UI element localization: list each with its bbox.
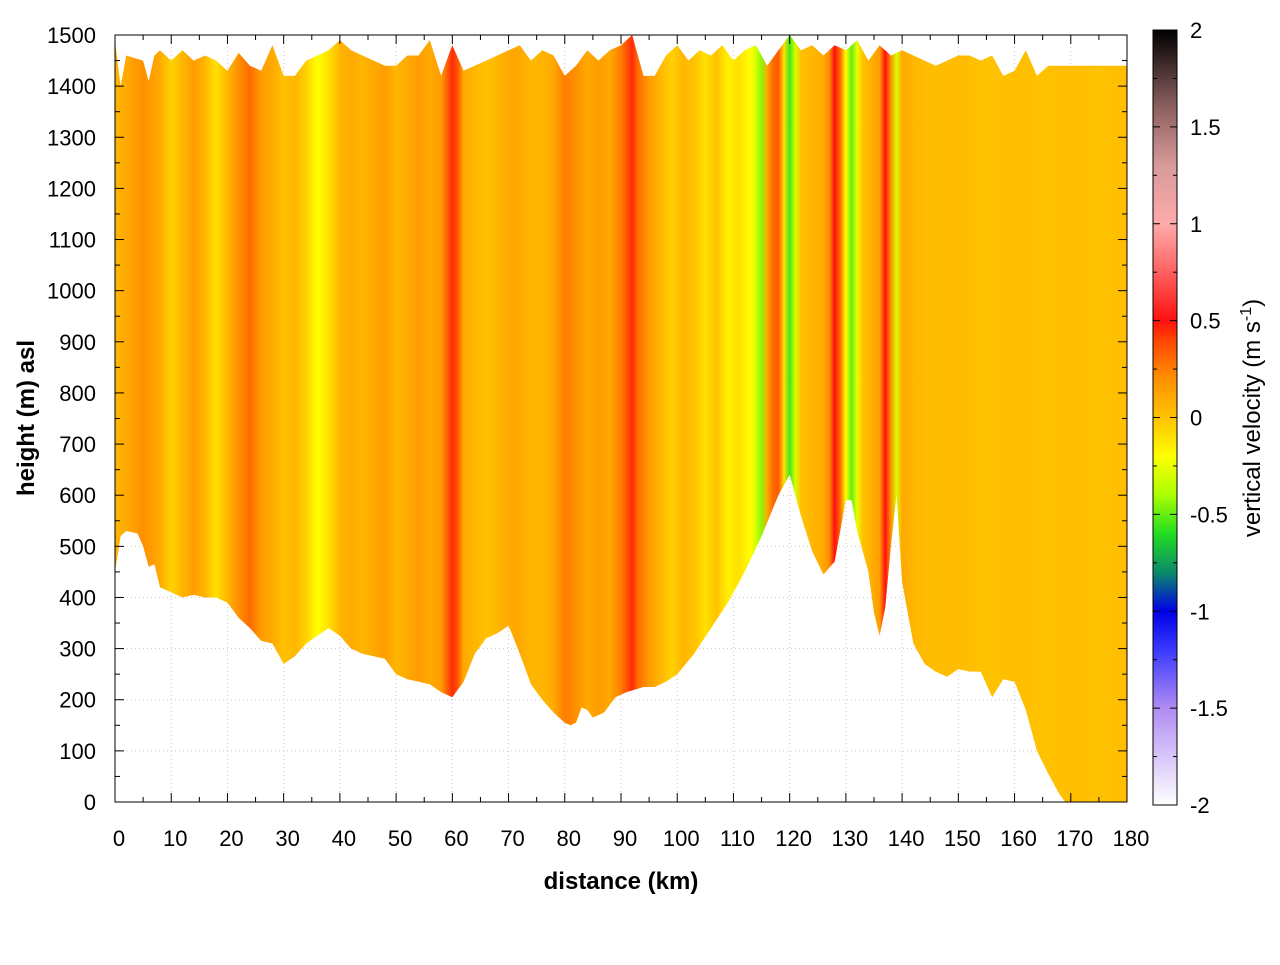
colorbar-tick-labels: 2 1.5 1 0.5 0 -0.5 -1 -1.5 -2 (1190, 18, 1228, 818)
y-tick-label: 400 (59, 585, 96, 610)
x-tick-label: 60 (444, 826, 468, 851)
x-tick-label: 20 (219, 826, 243, 851)
x-tick-label: 170 (1056, 826, 1093, 851)
x-tick-label: 130 (832, 826, 869, 851)
colorbar-title-close: ) (1239, 299, 1266, 307)
x-axis-title: distance (km) (544, 868, 699, 895)
colorbar-tick-label: -0.5 (1190, 502, 1228, 527)
colorbar-tick-label: -2 (1190, 793, 1210, 818)
y-tick-label: 200 (59, 688, 96, 713)
colorbar-tick-label: 1.5 (1190, 115, 1221, 140)
x-tick-labels: 0 10 20 30 40 50 60 70 80 90 100 110 120 130 140 150 160… (113, 826, 1149, 851)
x-tick-label: 120 (775, 826, 812, 851)
y-axis-title: height (m) asl (13, 340, 40, 496)
colorbar-tick-label: -1.5 (1190, 696, 1228, 721)
x-tick-label: 100 (663, 826, 700, 851)
y-tick-label: 100 (59, 739, 96, 764)
x-tick-label: 180 (1113, 826, 1150, 851)
x-tick-label: 150 (944, 826, 981, 851)
colorbar-tick-label: 1 (1190, 212, 1202, 237)
x-tick-label: 0 (113, 826, 125, 851)
y-tick-label: 1300 (47, 125, 96, 150)
x-tick-label: 40 (332, 826, 356, 851)
x-tick-label: 50 (388, 826, 412, 851)
colorbar-tick-label: 0 (1190, 406, 1202, 431)
x-tick-label: 80 (557, 826, 581, 851)
x-tick-label: 110 (720, 826, 755, 851)
x-tick-label: 10 (163, 826, 187, 851)
x-tick-label: 160 (1000, 826, 1037, 851)
colorbar-tick-label: 2 (1190, 18, 1202, 43)
velocity-field (115, 35, 1127, 802)
colorbar-tick-label: 0.5 (1190, 309, 1221, 334)
plot-frame (114, 34, 1128, 803)
colorbar-ticks (1153, 29, 1177, 806)
colorbar-title-main: vertical velocity (m s (1239, 321, 1266, 537)
y-tick-label: 700 (59, 432, 96, 457)
y-tick-label: 800 (59, 381, 96, 406)
colorbar-tick-label: -1 (1190, 599, 1210, 624)
y-tick-label: 1000 (47, 279, 96, 304)
y-tick-label: 0 (84, 790, 96, 815)
y-tick-label: 600 (59, 483, 96, 508)
y-tick-label: 1400 (47, 74, 96, 99)
y-tick-label: 900 (59, 330, 96, 355)
colorbar-title: vertical velocity (m s-1) (1238, 299, 1266, 537)
axis-ticks (114, 34, 1128, 803)
x-tick-label: 140 (888, 826, 925, 851)
colorbar-title-superscript: -1 (1238, 307, 1255, 321)
x-tick-label: 90 (613, 826, 637, 851)
y-tick-label: 1500 (47, 23, 96, 48)
y-tick-label: 300 (59, 637, 96, 662)
y-tick-label: 1200 (47, 176, 96, 201)
y-tick-label: 500 (59, 534, 96, 559)
y-tick-labels: 0 100 200 300 400 500 600 700 800 900 1000 1100 1200… (47, 23, 96, 815)
y-tick-label: 1100 (49, 228, 96, 253)
x-tick-label: 30 (275, 826, 299, 851)
x-tick-label: 70 (500, 826, 524, 851)
